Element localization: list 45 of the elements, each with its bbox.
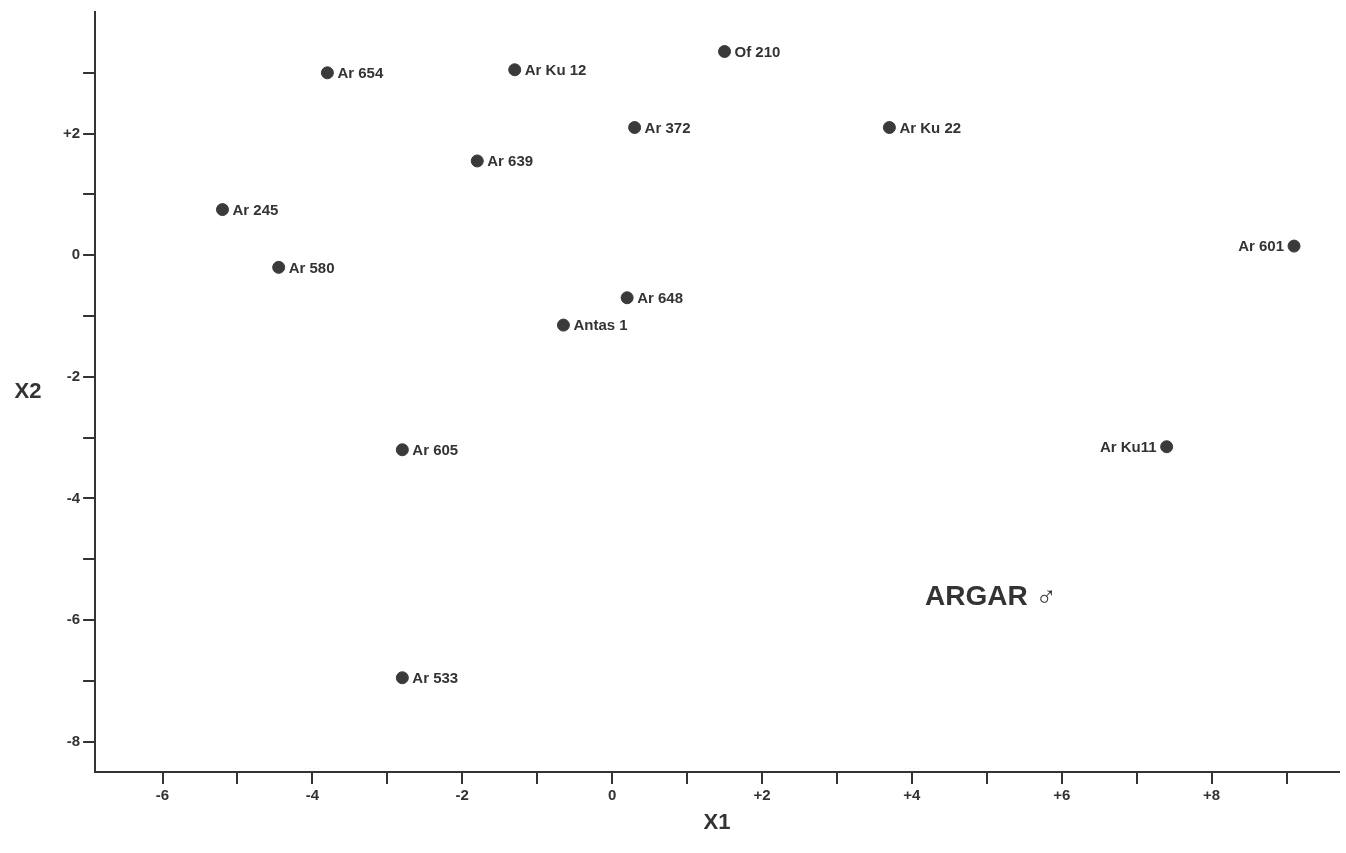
series-label: Antas 1 xyxy=(573,316,628,334)
x-tick-label: -4 xyxy=(305,786,320,804)
y-tick-label: -8 xyxy=(66,731,81,749)
x-tick-label: +2 xyxy=(753,786,771,804)
y-tick-label: -2 xyxy=(66,366,81,384)
point xyxy=(508,63,522,77)
series-label: Ar 533 xyxy=(412,668,459,686)
x-tick-label: -2 xyxy=(455,786,469,804)
y-tick-label: +2 xyxy=(62,123,81,141)
point xyxy=(628,121,642,135)
series-label: Ar 372 xyxy=(644,118,691,136)
x-tick-label: +6 xyxy=(1053,786,1071,804)
annotation: ARGAR ♂ xyxy=(924,579,1057,611)
series-label: Ar Ku 12 xyxy=(524,60,587,78)
x-tick-label: +8 xyxy=(1203,786,1221,804)
point xyxy=(556,318,570,332)
series-label: Ar 245 xyxy=(232,200,279,218)
point xyxy=(215,203,229,217)
series-label: Ar Ku11 xyxy=(1099,437,1157,455)
x-axis-title: X1 xyxy=(703,809,731,835)
x-tick-label: -6 xyxy=(155,786,170,804)
series-label: Ar 639 xyxy=(487,152,534,170)
series-label: Ar 601 xyxy=(1238,237,1285,255)
series-label: Ar 580 xyxy=(288,258,335,276)
series-label: Ar Ku 22 xyxy=(899,118,962,136)
point xyxy=(1160,440,1174,454)
point xyxy=(395,443,409,457)
y-axis-title: X2 xyxy=(14,378,42,404)
point xyxy=(395,671,409,685)
y-tick-label: 0 xyxy=(71,245,81,263)
point xyxy=(272,260,286,274)
series-label: Of 210 xyxy=(734,42,781,60)
point xyxy=(1287,239,1301,253)
point xyxy=(718,45,732,59)
point xyxy=(882,121,896,135)
point xyxy=(620,291,634,305)
point xyxy=(320,66,334,80)
x-tick-label: +4 xyxy=(903,786,922,804)
y-tick-label: -4 xyxy=(66,488,81,506)
point xyxy=(470,154,484,168)
x-tick-label: 0 xyxy=(607,786,617,804)
series-label: Ar 648 xyxy=(637,288,684,306)
series-label: Ar 605 xyxy=(412,440,459,458)
series-label: Ar 654 xyxy=(337,63,384,81)
y-tick-label: -6 xyxy=(66,610,81,628)
